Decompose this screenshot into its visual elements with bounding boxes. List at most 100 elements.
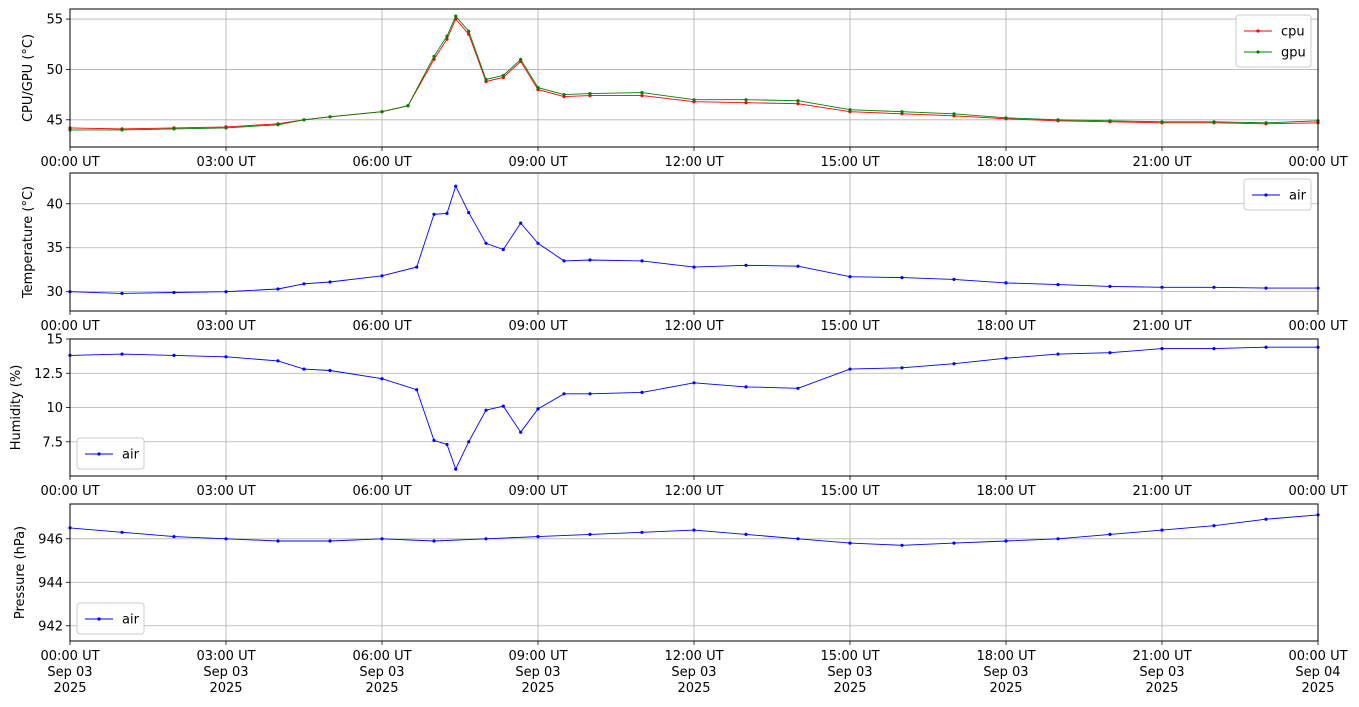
data-point-air xyxy=(796,386,800,390)
x-tick-label: 00:00 UT xyxy=(1288,649,1347,664)
x-tick-label: 21:00 UT xyxy=(1132,484,1191,499)
data-point-air xyxy=(302,367,306,371)
x-tick-date-label: Sep 03 xyxy=(983,665,1028,680)
x-tick-year-label: 2025 xyxy=(365,681,398,696)
y-tick-label: 15 xyxy=(46,333,63,348)
data-point-air xyxy=(692,381,696,385)
x-tick-label: 03:00 UT xyxy=(196,155,255,170)
data-point-air xyxy=(276,287,280,291)
data-point-gpu xyxy=(454,14,458,18)
data-point-air xyxy=(380,274,384,278)
data-point-air xyxy=(744,263,748,267)
x-tick-label: 12:00 UT xyxy=(664,155,723,170)
data-point-air xyxy=(562,259,566,263)
data-point-gpu xyxy=(328,115,332,119)
chart-panel-3: 00:00 UT 03:00 UT 06:00 UT 09:00 UT 12:00 UT… xyxy=(9,333,1348,500)
y-tick-label: 40 xyxy=(46,197,63,212)
plot-frame xyxy=(69,338,1319,477)
data-point-air xyxy=(1108,532,1112,537)
data-point-air xyxy=(519,221,523,225)
legend-swatch-marker xyxy=(97,617,101,621)
x-tick-date-label: Sep 03 xyxy=(1139,665,1184,680)
x-tick-date-label: Sep 03 xyxy=(671,665,716,680)
x-tick-label: 00:00 UT xyxy=(40,319,99,334)
legend-swatch-marker xyxy=(1264,193,1268,197)
data-point-cpu xyxy=(744,101,748,105)
data-point-air xyxy=(302,282,306,286)
x-tick-label: 21:00 UT xyxy=(1132,649,1191,664)
data-point-air xyxy=(224,355,228,359)
data-point-air xyxy=(640,259,644,263)
legend-box xyxy=(1235,14,1312,68)
x-tick-label: 00:00 UT xyxy=(40,484,99,499)
data-point-air xyxy=(562,392,566,396)
data-point-air xyxy=(120,352,124,356)
x-tick-label: 00:00 UT xyxy=(1288,484,1347,499)
data-point-gpu xyxy=(1108,119,1112,123)
x-tick-date-label: Sep 03 xyxy=(47,665,92,680)
x-tick-label: 18:00 UT xyxy=(976,319,1035,334)
data-point-gpu xyxy=(1212,120,1216,124)
x-tick-year-label: 2025 xyxy=(989,681,1022,696)
data-point-cpu xyxy=(640,94,644,98)
data-point-air xyxy=(692,265,696,269)
x-tick-date-label: Sep 03 xyxy=(827,665,872,680)
y-tick-label: 946 xyxy=(38,532,63,547)
data-point-air xyxy=(380,377,384,381)
data-point-air xyxy=(1056,352,1060,356)
chart-panel-1: 00:00 UT 03:00 UT 06:00 UT 09:00 UT 12:00 UT… xyxy=(21,8,1348,170)
data-point-gpu xyxy=(952,112,956,116)
data-point-air xyxy=(588,392,592,396)
data-point-air xyxy=(501,404,505,408)
data-point-air xyxy=(1160,347,1164,351)
data-point-air xyxy=(467,440,471,444)
data-point-air xyxy=(588,258,592,262)
data-point-gpu xyxy=(1264,121,1268,125)
data-point-air xyxy=(328,368,332,373)
y-tick-label: 12.5 xyxy=(34,367,63,382)
data-point-air xyxy=(276,539,280,543)
y-axis-label: Pressure (hPa) xyxy=(13,526,28,619)
data-point-air xyxy=(536,407,540,411)
data-point-gpu xyxy=(519,57,523,62)
data-point-air xyxy=(1004,539,1008,543)
data-point-gpu xyxy=(744,98,748,102)
data-point-air xyxy=(432,539,436,543)
data-point-gpu xyxy=(692,98,696,102)
data-point-air xyxy=(415,265,419,269)
data-point-air xyxy=(445,211,449,215)
data-point-air xyxy=(501,247,505,252)
x-tick-label: 09:00 UT xyxy=(508,484,567,499)
data-point-gpu xyxy=(467,29,471,33)
x-tick-label: 15:00 UT xyxy=(820,484,879,499)
data-point-air xyxy=(796,264,800,268)
y-axis-label: CPU/GPU (°C) xyxy=(21,34,36,122)
data-point-air xyxy=(415,388,419,392)
x-tick-label: 18:00 UT xyxy=(976,484,1035,499)
data-point-air xyxy=(224,290,228,294)
data-point-gpu xyxy=(1160,120,1164,124)
x-tick-label: 21:00 UT xyxy=(1132,155,1191,170)
data-point-air xyxy=(172,353,176,357)
x-tick-year-label: 2025 xyxy=(833,681,866,696)
x-tick-year-label: 2025 xyxy=(1301,681,1334,696)
x-tick-label: 06:00 UT xyxy=(352,319,411,334)
data-point-gpu xyxy=(172,127,176,131)
data-point-gpu xyxy=(501,73,505,78)
x-tick-label: 15:00 UT xyxy=(820,649,879,664)
y-tick-label: 10 xyxy=(46,401,63,416)
x-tick-label: 03:00 UT xyxy=(196,484,255,499)
data-point-air xyxy=(952,362,956,366)
data-point-cpu xyxy=(445,37,449,41)
legend: air xyxy=(76,602,145,635)
y-tick-label: 944 xyxy=(38,576,63,591)
legend-swatch-marker xyxy=(97,452,101,456)
x-tick-label: 06:00 UT xyxy=(352,484,411,499)
data-point-air xyxy=(1264,286,1268,290)
data-point-air xyxy=(1160,285,1164,289)
data-point-air xyxy=(536,535,540,539)
data-point-air xyxy=(1108,351,1112,355)
legend-label: gpu xyxy=(1281,46,1306,61)
x-tick-date-label: Sep 03 xyxy=(515,665,560,680)
